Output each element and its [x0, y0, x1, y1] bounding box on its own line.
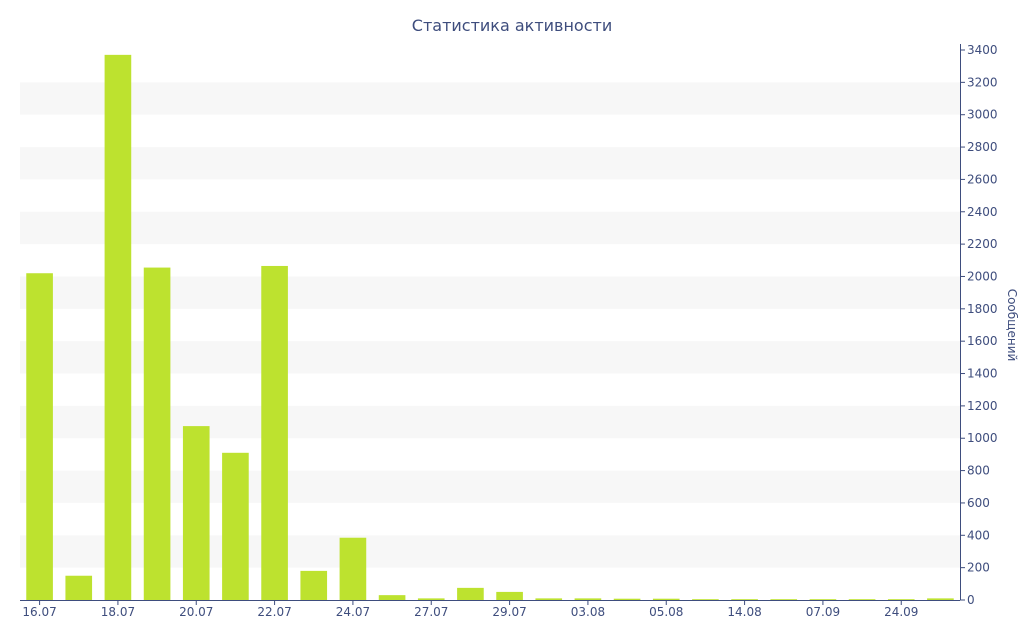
bar	[222, 452, 249, 600]
y-tick-label: 3000	[967, 108, 998, 122]
grid-band	[20, 405, 960, 439]
y-tick-label: 600	[967, 496, 990, 510]
x-tick-labels: 16.07 18.07 20.07 22.07 24.07 27.07 29.07 03.08…	[22, 605, 918, 619]
y-tick-label: 2600	[967, 172, 998, 186]
y-tick-label: 3400	[967, 43, 998, 57]
grid-band	[20, 211, 960, 245]
y-tick-label: 2000	[967, 269, 998, 283]
grid-band	[20, 82, 960, 115]
grid-band	[20, 147, 960, 180]
y-tick-label: 2200	[967, 237, 998, 251]
bar	[261, 265, 288, 600]
y-tick-label: 2800	[967, 140, 998, 154]
x-tick-label: 14.08	[727, 605, 761, 619]
y-tick-label: 1400	[967, 367, 998, 381]
grid-band	[20, 341, 960, 374]
bar	[927, 598, 954, 600]
bar	[535, 598, 563, 600]
x-tick-label: 27.07	[414, 605, 448, 619]
y-tick-label: 3200	[967, 75, 998, 89]
x-tick-label: 24.09	[884, 605, 918, 619]
bar	[496, 591, 523, 600]
y-tick-label: 0	[967, 593, 975, 607]
bar	[26, 273, 53, 600]
bar	[731, 599, 758, 600]
bar	[652, 598, 680, 600]
bar	[457, 587, 484, 600]
bar	[770, 599, 798, 600]
x-tick-label: 29.07	[492, 605, 526, 619]
bar	[300, 570, 328, 600]
y-tick-label: 1600	[967, 334, 998, 348]
y-tick-label: 1800	[967, 302, 998, 316]
x-tick-label: 18.07	[101, 605, 135, 619]
bar	[417, 598, 445, 600]
x-tick-label: 20.07	[179, 605, 213, 619]
bar	[809, 599, 837, 600]
bar	[887, 599, 915, 600]
grid-bands	[20, 82, 960, 568]
grid-band	[20, 535, 960, 568]
x-tick-label: 16.07	[22, 605, 56, 619]
y-tick-label: 200	[967, 561, 990, 575]
y-tick-labels: 0 200 400 600 800 1000 1200 1400 1600 1800 2000 220…	[967, 43, 998, 607]
bar	[143, 267, 171, 600]
bar	[574, 598, 602, 600]
y-axis-label: Сообщений	[1005, 289, 1019, 362]
x-tick-label: 07.09	[806, 605, 840, 619]
bar	[613, 598, 641, 600]
bar	[848, 599, 876, 600]
y-tick-label: 2400	[967, 205, 998, 219]
bar	[692, 599, 719, 600]
x-tick-label: 03.08	[571, 605, 605, 619]
y-tick-label: 1000	[967, 431, 998, 445]
x-tick-label: 22.07	[257, 605, 291, 619]
grid-band	[20, 276, 960, 309]
y-tick-label: 1200	[967, 399, 998, 413]
y-tick-label: 800	[967, 464, 990, 478]
bar	[378, 595, 406, 600]
axes	[20, 44, 965, 605]
bar	[104, 54, 132, 600]
bar	[339, 537, 367, 600]
bar	[182, 426, 210, 600]
bar-series	[26, 54, 954, 600]
chart-title: Статистика активности	[412, 16, 612, 35]
x-tick-label: 05.08	[649, 605, 683, 619]
bar	[65, 575, 93, 600]
x-tick-label: 24.07	[336, 605, 370, 619]
y-tick-label: 400	[967, 528, 990, 542]
grid-band	[20, 470, 960, 503]
